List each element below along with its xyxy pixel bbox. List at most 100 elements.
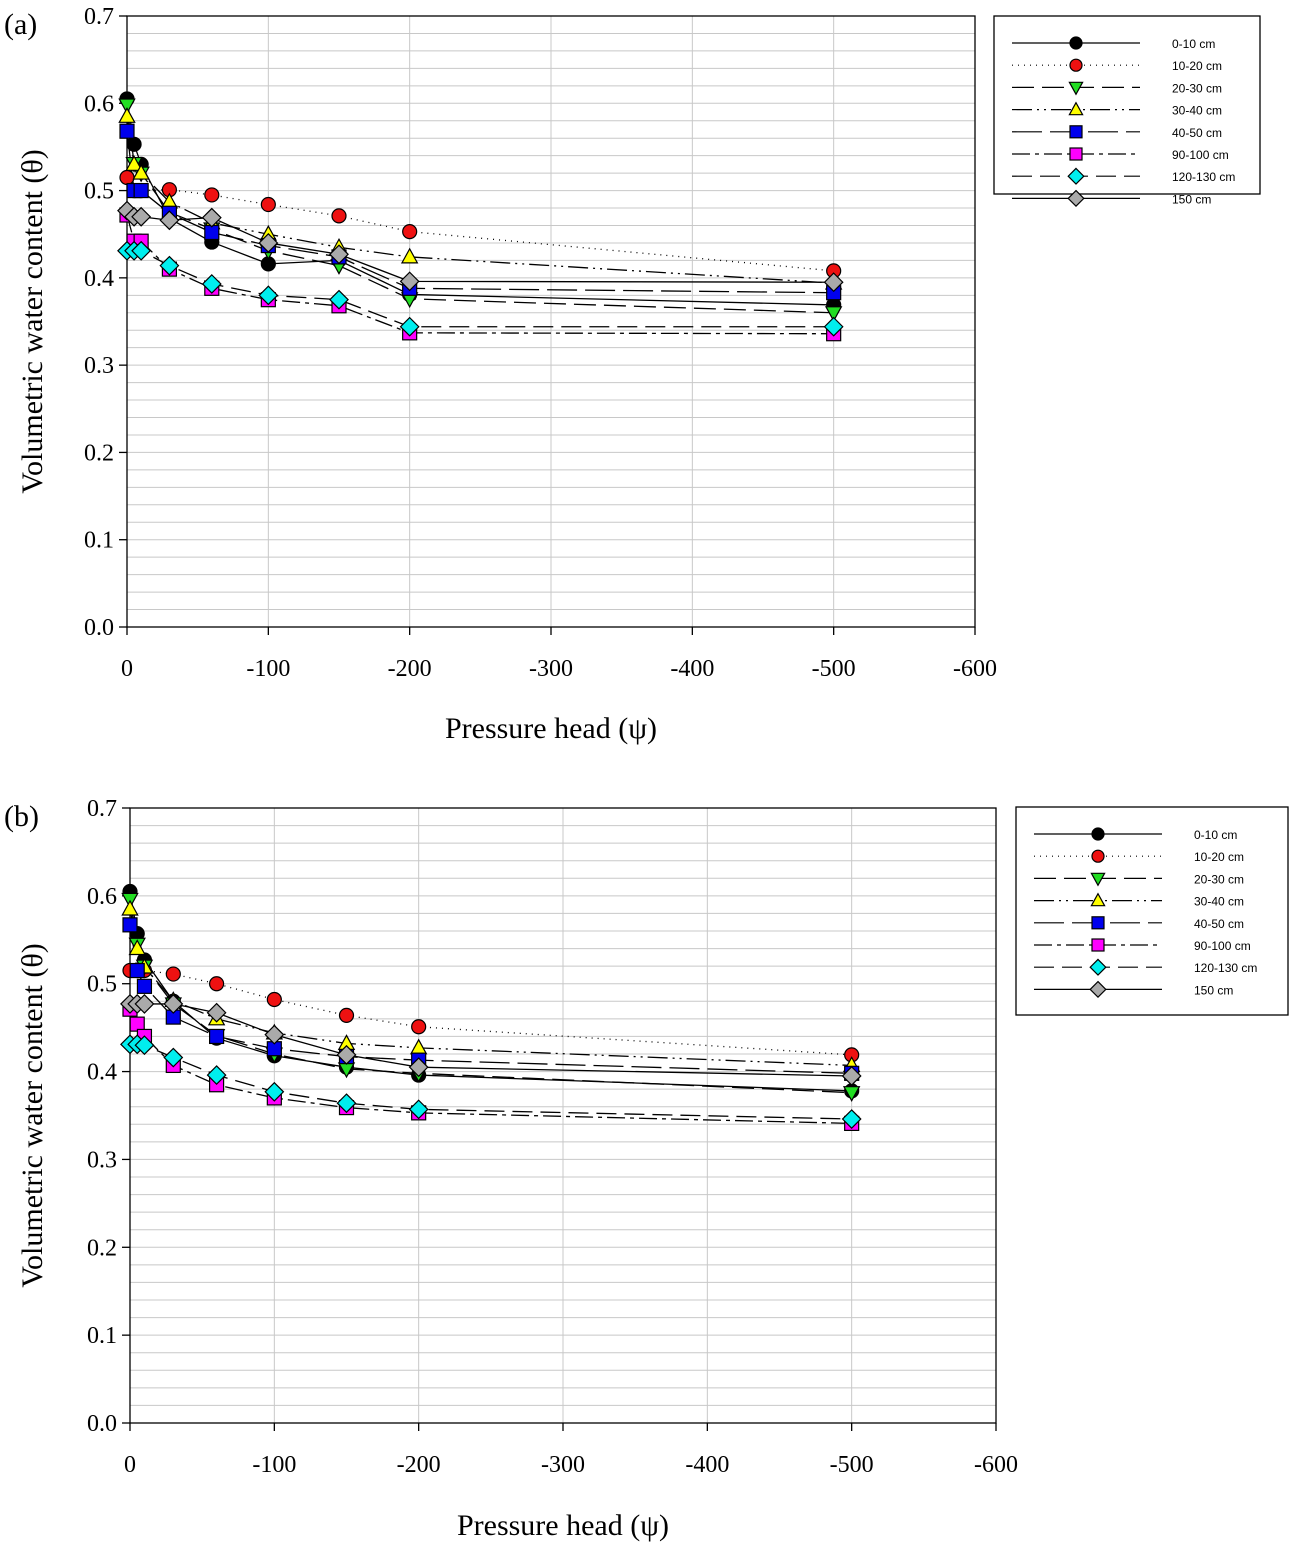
data-point: [209, 1028, 225, 1045]
data-point: [329, 289, 349, 310]
series-line-0-10cm: [126, 98, 834, 306]
legend-label: 20-30 cm: [1172, 81, 1222, 95]
data-point: [258, 232, 279, 253]
legend-marker: [1069, 36, 1083, 50]
series-markers: [119, 207, 842, 342]
series-markers: [121, 899, 861, 1072]
data-point: [411, 1019, 427, 1035]
data-point: [409, 1038, 428, 1055]
legend-label: 0-10 cm: [1172, 37, 1215, 51]
data-point: [336, 1044, 357, 1065]
x-tick-label: -100: [252, 1452, 296, 1478]
legend-label: 90-100 cm: [1172, 148, 1229, 162]
series-line-20-30cm: [129, 899, 852, 1094]
x-tick-label: 0: [121, 656, 133, 682]
data-point: [399, 316, 420, 337]
data-point: [206, 1002, 227, 1023]
data-point: [266, 991, 282, 1008]
data-point: [399, 271, 420, 292]
data-point: [841, 1066, 862, 1086]
grid: [130, 808, 997, 1423]
data-point: [133, 182, 149, 199]
y-tick-label: 0.4: [84, 266, 114, 292]
data-point: [159, 255, 180, 276]
y-tick-label: 0.1: [87, 1323, 117, 1349]
data-point: [336, 1093, 357, 1114]
legend: 0-10 cm 10-20 cm 20-30 cm 30-40 cm 40-50 cm 9…: [993, 15, 1261, 208]
x-tick-label: -200: [388, 656, 432, 682]
x-tick-label: -500: [812, 656, 856, 682]
legend-label: 40-50 cm: [1194, 917, 1244, 931]
legend-label: 150 cm: [1194, 983, 1233, 997]
x-tick-label: -400: [670, 656, 714, 682]
legend-box: [993, 15, 1261, 195]
legend-label: 150 cm: [1172, 192, 1211, 206]
y-tick-label: 0.7: [87, 796, 117, 822]
chart-panel-a: 0.0 0.1 0.2 0.3 0.4 0.5 0.6 0.7 0 -100 -200 -300 -40…: [4, 4, 1261, 745]
y-tick-label: 0.0: [87, 1411, 117, 1437]
legend-marker: [1091, 938, 1105, 952]
data-point: [131, 206, 152, 227]
data-point: [119, 123, 135, 139]
legend-label: 10-20 cm: [1172, 59, 1222, 73]
series-markers: [119, 91, 842, 313]
legend-marker: [1068, 81, 1084, 96]
legend-marker: [1067, 189, 1085, 208]
legend-label: 40-50 cm: [1172, 126, 1222, 140]
data-point: [331, 208, 347, 224]
series-markers: [117, 200, 844, 293]
x-tick-label: -100: [246, 656, 290, 682]
legend-label: 30-40 cm: [1172, 104, 1222, 118]
data-point: [408, 1099, 429, 1120]
data-point: [159, 210, 180, 231]
y-tick-label: 0.6: [84, 91, 114, 117]
data-point: [121, 899, 139, 916]
data-point: [134, 1035, 155, 1056]
series-markers: [118, 107, 843, 290]
data-point: [136, 978, 153, 994]
legend-marker: [1068, 101, 1084, 116]
x-tick-label: -400: [685, 1452, 729, 1478]
x-tick-label: -300: [541, 1452, 585, 1478]
y-tick-label: 0.2: [87, 1235, 117, 1261]
data-point: [329, 244, 349, 265]
data-point: [134, 993, 155, 1014]
series-markers: [117, 240, 844, 337]
data-point: [823, 316, 844, 337]
panel-label: (b): [4, 800, 39, 833]
y-axis-title: Volumetric water content (θ): [16, 149, 49, 494]
y-tick-label: 0.4: [87, 1060, 117, 1086]
series-markers: [119, 123, 842, 301]
y-tick-label: 0.5: [84, 179, 114, 205]
data-point: [206, 1065, 227, 1086]
data-point: [264, 1024, 285, 1045]
data-point: [132, 163, 150, 180]
data-point: [264, 1081, 285, 1102]
data-point: [122, 917, 138, 933]
x-tick-label: -200: [397, 1452, 441, 1478]
chart-panel-b: 0.0 0.1 0.2 0.3 0.4 0.5 0.6 0.7 0 -100 -200 -300 -40…: [4, 796, 1289, 1542]
legend-label: 20-30 cm: [1194, 872, 1244, 886]
series-line-90-100cm: [126, 214, 834, 335]
data-point: [841, 1109, 862, 1129]
y-tick-label: 0.3: [87, 1147, 117, 1173]
data-point: [260, 196, 276, 213]
data-point: [201, 274, 222, 294]
data-point: [204, 187, 220, 203]
legend-label: 90-100 cm: [1194, 939, 1251, 953]
series-markers: [122, 883, 860, 1099]
legend-label: 10-20 cm: [1194, 850, 1244, 864]
legend-marker: [1069, 147, 1083, 161]
data-point: [201, 207, 222, 228]
legend-marker: [1090, 892, 1106, 907]
legend: 0-10 cm 10-20 cm 20-30 cm 30-40 cm 40-50 cm 9…: [1015, 806, 1289, 1016]
data-point: [338, 1007, 355, 1023]
legend-marker: [1091, 827, 1105, 841]
y-tick-label: 0.5: [87, 972, 117, 998]
legend-marker: [1091, 849, 1105, 863]
data-point: [408, 1057, 429, 1078]
series-markers: [120, 1034, 862, 1129]
series-line-150cm: [130, 1003, 852, 1077]
x-axis-title: Pressure head (ψ): [445, 712, 657, 745]
